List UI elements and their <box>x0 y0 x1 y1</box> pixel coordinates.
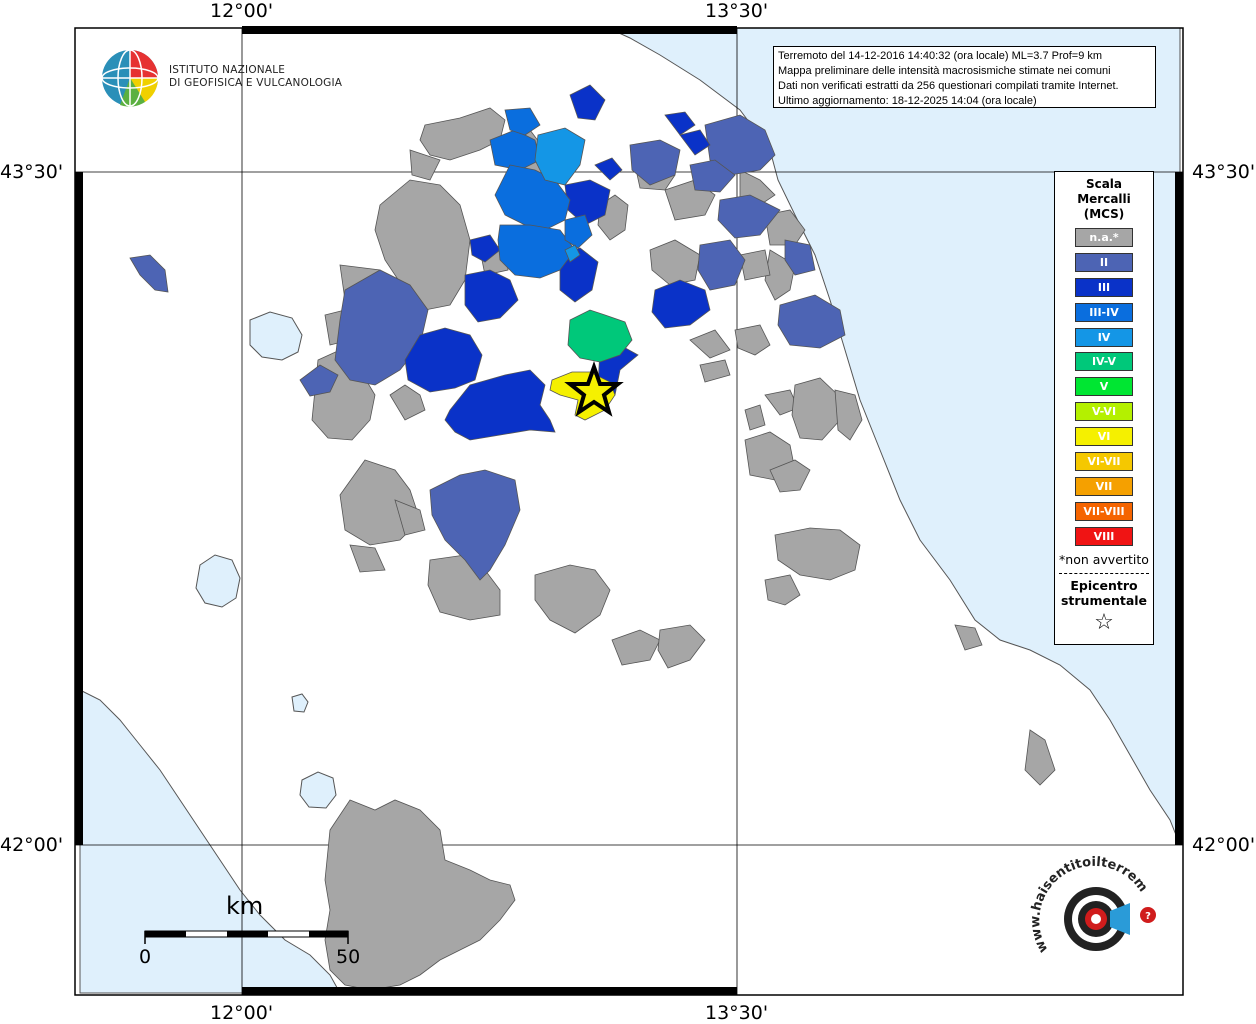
event-info-line3: Dati non verificati estratti da 256 ques… <box>778 80 1119 92</box>
ingv-line1: ISTITUTO NAZIONALE <box>169 64 286 76</box>
map-frame <box>74 26 1184 996</box>
legend-item: VI <box>1075 427 1133 447</box>
municipalities-iii <box>404 84 711 441</box>
scale-bar-end: 50 <box>336 946 361 968</box>
sea-tyrrhenian <box>79 689 341 994</box>
scale-bar-start: 0 <box>139 946 152 968</box>
lake-bracciano <box>299 771 337 809</box>
lake-small <box>291 693 309 713</box>
ingv-line2: DI GEOFISICA E VULCANOLOGIA <box>169 77 343 89</box>
lake-bolsena <box>195 554 241 608</box>
municipalities-iv <box>534 127 586 263</box>
legend-item: V <box>1075 377 1133 397</box>
legend-item: VIII <box>1075 526 1133 546</box>
legend-title-1: Scala <box>1085 177 1123 191</box>
event-info-box: Terremoto del 14-12-2016 14:40:32 (ora l… <box>773 46 1156 108</box>
epicenter-star <box>564 360 624 417</box>
coord-right-upper: 43°30' <box>1192 161 1256 183</box>
legend-item: III <box>1075 277 1133 297</box>
coord-left-upper: 43°30' <box>0 161 64 183</box>
coord-bottom-right: 13°30' <box>705 1002 769 1024</box>
legend-title-3: (MCS) <box>1083 207 1125 221</box>
scale-bar-unit: km <box>226 892 264 920</box>
coord-right-lower: 42°00' <box>1192 834 1256 856</box>
haisentito-logo-icon: ? www.haisentitoilterremoto.it <box>1030 855 1156 955</box>
ingv-logo-text: ISTITUTO NAZIONALE DI GEOFISICA E VULCAN… <box>169 64 342 90</box>
mcs-legend: Scala Mercalli (MCS) n.a.* II III III-IV IV I… <box>1054 171 1154 645</box>
coord-top-right: 13°30' <box>705 0 769 22</box>
legend-title-2: Mercalli <box>1077 192 1131 206</box>
coord-top-left: 12°00' <box>210 0 274 22</box>
svg-text:?: ? <box>1145 911 1151 922</box>
legend-item: IV <box>1075 327 1133 347</box>
legend-epicenter-1: Epicentro <box>1070 577 1138 593</box>
municipalities-ii <box>129 114 846 581</box>
legend-epicenter-2: strumentale <box>1060 592 1148 608</box>
legend-item: III-IV <box>1075 302 1133 322</box>
graticule <box>75 28 1183 995</box>
lake-trasimeno <box>249 311 303 361</box>
legend-item: VII <box>1075 476 1133 496</box>
legend-item: II <box>1075 252 1133 272</box>
legend-items: n.a.* II III III-IV IV IV-V V V-VI VI VI-VII VII VI… <box>1055 228 1153 546</box>
coord-left-lower: 42°00' <box>0 834 64 856</box>
legend-star-icon: ☆ <box>1094 609 1114 635</box>
coord-bottom-left: 12°00' <box>210 1002 274 1024</box>
municipality-iv-v <box>567 309 633 363</box>
event-info-line2: Mappa preliminare delle intensità macros… <box>778 65 1111 77</box>
legend-note: *non avvertito <box>1059 551 1149 567</box>
scale-bar-graphic <box>144 930 349 944</box>
event-info-line4: Ultimo aggiornamento: 18-12-2025 14:04 (… <box>778 95 1037 107</box>
legend-item: IV-V <box>1075 352 1133 372</box>
legend-separator <box>1059 572 1149 574</box>
legend-item: VII-VIII <box>1075 501 1133 521</box>
legend-item: n.a.* <box>1075 228 1133 247</box>
ingv-logo-icon <box>101 49 159 107</box>
legend-item: VI-VII <box>1075 452 1133 472</box>
event-info-line1: Terremoto del 14-12-2016 14:40:32 (ora l… <box>778 50 1103 62</box>
legend-item: V-VI <box>1075 402 1133 422</box>
municipalities-na <box>311 107 1056 991</box>
